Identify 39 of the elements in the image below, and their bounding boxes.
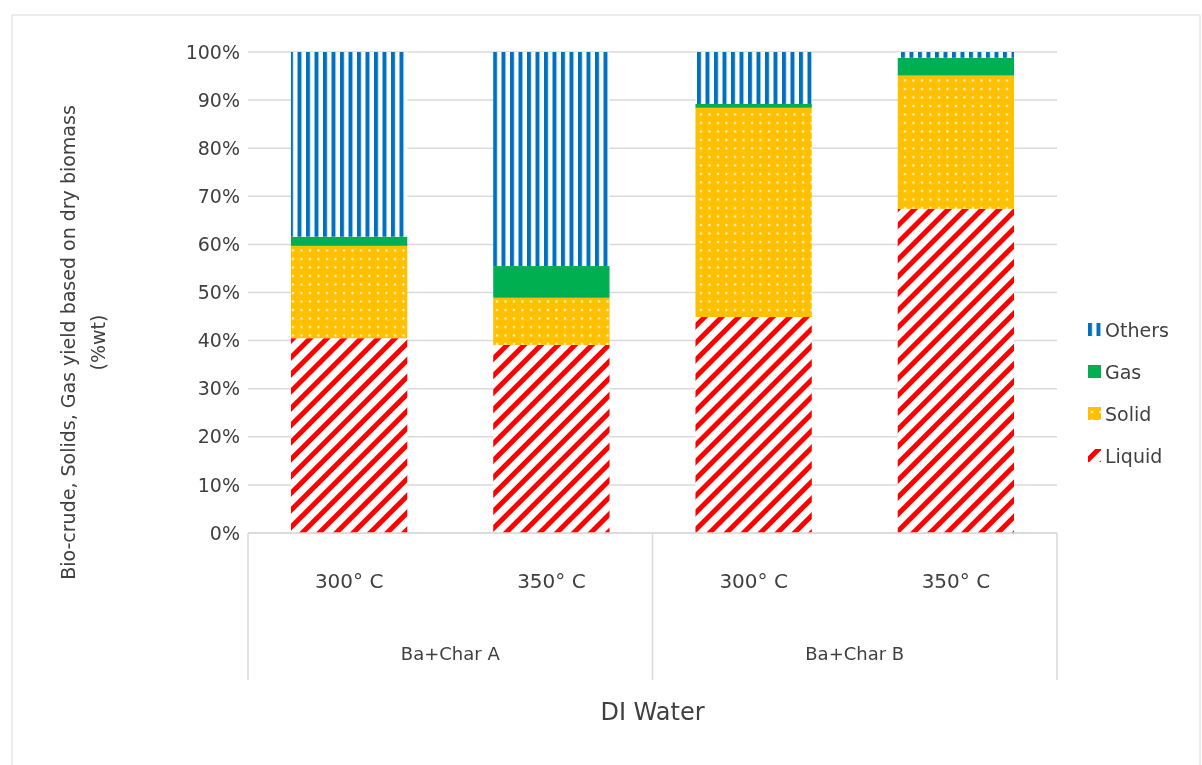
y-tick-label: 70% xyxy=(197,184,240,207)
bar xyxy=(695,52,812,104)
y-tick-label: 20% xyxy=(197,425,240,448)
x-tick-label: 300° C xyxy=(719,569,788,593)
bar xyxy=(493,52,610,267)
y-tick-label: 50% xyxy=(197,281,240,304)
bar xyxy=(897,57,1015,76)
legend-label: Liquid xyxy=(1105,444,1163,467)
x-tick-label: 300° C xyxy=(314,569,384,593)
y-tick-label: 90% xyxy=(197,88,240,111)
y-tick-label: 40% xyxy=(197,329,240,352)
bar xyxy=(493,344,610,533)
y-tick-label: 10% xyxy=(197,473,240,496)
x-axis-title: DI Water xyxy=(600,698,705,726)
bar xyxy=(695,103,812,108)
legend-label: Others xyxy=(1105,318,1169,341)
bar xyxy=(897,208,1015,533)
y-tick-label: 0% xyxy=(209,521,240,544)
text: Ba+Char A xyxy=(400,643,501,664)
text: Ba+Char B xyxy=(805,643,905,664)
legend-label: Gas xyxy=(1105,360,1142,383)
y-tick-label: 60% xyxy=(197,233,240,256)
bar xyxy=(290,338,408,533)
y-tick-label: 30% xyxy=(197,377,240,400)
y-tick-label: 80% xyxy=(197,136,240,159)
bar xyxy=(897,75,1015,209)
bar xyxy=(695,317,812,533)
x-tick-label: 350° C xyxy=(517,569,586,593)
bar xyxy=(897,52,1015,58)
y-tick-label: 100% xyxy=(185,40,240,63)
bar xyxy=(493,297,610,345)
bar xyxy=(493,266,610,298)
y-axis-title: Bio-crude, Solids, Gas yield based on dry biomass (%wt) xyxy=(57,105,109,580)
bar xyxy=(290,236,408,246)
x-tick-label: 350° C xyxy=(921,569,991,593)
bar xyxy=(290,245,408,339)
bar xyxy=(290,52,408,237)
legend-label: Solid xyxy=(1105,402,1152,425)
bar xyxy=(695,107,812,318)
